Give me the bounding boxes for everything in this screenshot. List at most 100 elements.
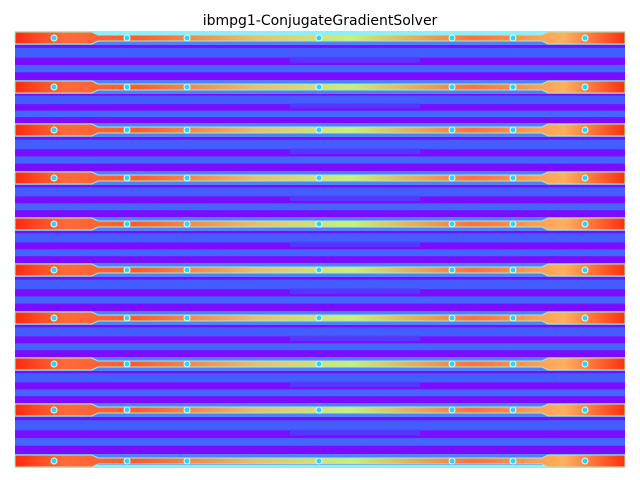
- cool-stripe: [290, 288, 420, 294]
- node-dot: [50, 266, 58, 274]
- node-dot: [123, 406, 131, 414]
- node-dot: [183, 457, 191, 465]
- cool-stripe: [15, 187, 625, 197]
- node-dot: [50, 406, 58, 414]
- cool-stripe: [15, 296, 625, 304]
- node-dot: [123, 34, 131, 42]
- cool-stripe: [290, 429, 420, 436]
- node-dot: [581, 34, 589, 42]
- node-dot: [50, 314, 58, 322]
- node-dot: [315, 266, 323, 274]
- cool-stripe: [290, 103, 420, 109]
- node-dot: [448, 406, 456, 414]
- node-dot: [183, 220, 191, 228]
- node-dot: [315, 457, 323, 465]
- node-dot: [183, 314, 191, 322]
- node-dot: [123, 360, 131, 368]
- cool-stripe: [290, 381, 420, 387]
- node-dot: [123, 266, 131, 274]
- node-dot: [183, 360, 191, 368]
- cool-stripe: [290, 335, 420, 341]
- cool-stripe: [15, 327, 625, 337]
- node-dot: [448, 126, 456, 134]
- node-dot: [123, 457, 131, 465]
- node-dot: [448, 314, 456, 322]
- node-dot: [581, 314, 589, 322]
- node-dot: [183, 126, 191, 134]
- heatmap: [14, 31, 626, 468]
- node-dot: [581, 220, 589, 228]
- chart-title: ibmpg1-ConjugateGradientSolver: [203, 13, 438, 29]
- cool-stripe: [15, 279, 625, 290]
- node-dot: [581, 360, 589, 368]
- node-dot: [581, 406, 589, 414]
- node-dot: [509, 126, 517, 134]
- node-dot: [50, 174, 58, 182]
- node-dot: [123, 220, 131, 228]
- node-dot: [509, 220, 517, 228]
- cool-stripe: [15, 47, 625, 58]
- node-dot: [183, 406, 191, 414]
- cool-stripe: [15, 389, 625, 397]
- node-dot: [448, 34, 456, 42]
- node-dot: [123, 174, 131, 182]
- node-dot: [581, 174, 589, 182]
- node-dot: [183, 174, 191, 182]
- node-dot: [448, 266, 456, 274]
- cool-stripe: [290, 195, 420, 201]
- cool-stripe: [15, 373, 625, 383]
- node-dot: [123, 314, 131, 322]
- node-dot: [581, 126, 589, 134]
- cool-stripe: [15, 156, 625, 164]
- cool-stripe: [15, 203, 625, 211]
- node-dot: [123, 83, 131, 91]
- node-dot: [509, 266, 517, 274]
- node-dot: [183, 34, 191, 42]
- node-dot: [509, 174, 517, 182]
- node-dot: [509, 360, 517, 368]
- cool-stripe: [15, 64, 625, 73]
- node-dot: [183, 83, 191, 91]
- node-dot: [581, 266, 589, 274]
- node-dot: [315, 220, 323, 228]
- cool-stripe: [15, 420, 625, 431]
- node-dot: [315, 360, 323, 368]
- node-dot: [448, 174, 456, 182]
- cool-stripe: [15, 233, 625, 243]
- cool-stripe: [15, 438, 625, 446]
- node-dot: [581, 83, 589, 91]
- node-dot: [50, 34, 58, 42]
- node-dot: [50, 360, 58, 368]
- node-dot: [183, 266, 191, 274]
- node-dot: [448, 360, 456, 368]
- node-dot: [315, 126, 323, 134]
- node-dot: [509, 83, 517, 91]
- cool-stripe: [15, 249, 625, 257]
- cool-stripe: [290, 56, 420, 63]
- node-dot: [509, 314, 517, 322]
- node-dot: [509, 406, 517, 414]
- cool-stripe: [15, 139, 625, 150]
- node-dot: [509, 34, 517, 42]
- cool-stripe: [15, 343, 625, 351]
- node-dot: [50, 220, 58, 228]
- node-dot: [123, 126, 131, 134]
- node-dot: [50, 126, 58, 134]
- node-dot: [50, 457, 58, 465]
- node-dot: [448, 457, 456, 465]
- node-dot: [315, 83, 323, 91]
- node-dot: [315, 406, 323, 414]
- cool-stripe: [15, 110, 625, 118]
- node-dot: [315, 314, 323, 322]
- cool-stripe: [15, 95, 625, 105]
- cool-stripe: [290, 148, 420, 154]
- node-dot: [448, 220, 456, 228]
- node-dot: [50, 83, 58, 91]
- node-dot: [448, 83, 456, 91]
- node-dot: [315, 174, 323, 182]
- cool-stripe: [290, 241, 420, 247]
- node-dot: [315, 34, 323, 42]
- node-dot: [581, 457, 589, 465]
- node-dot: [509, 457, 517, 465]
